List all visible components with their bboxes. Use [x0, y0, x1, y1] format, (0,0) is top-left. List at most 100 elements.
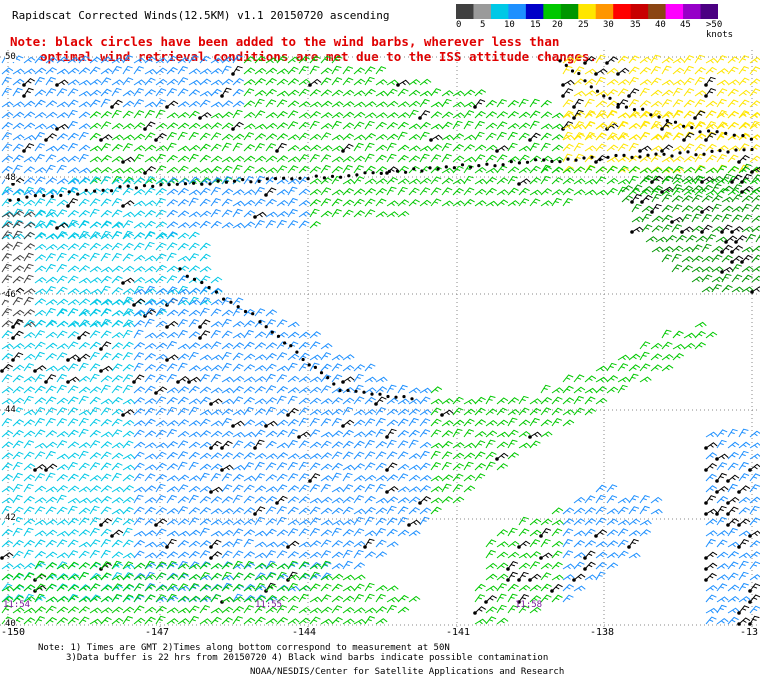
wind-barb: [177, 111, 190, 119]
wind-barb: [265, 198, 277, 207]
wind-barb: [89, 277, 102, 284]
wind-barb: [441, 461, 452, 471]
wind-barb: [375, 198, 387, 207]
wind-barb: [727, 595, 740, 603]
wind-barb: [144, 485, 157, 493]
wind-barb: [254, 198, 266, 207]
wind-barb: [12, 233, 25, 240]
wind-barb: [705, 518, 718, 526]
wind-barb: [67, 429, 79, 438]
wind-barb: [628, 76, 639, 86]
wind-barb: [441, 111, 454, 119]
wind-barb: [199, 143, 211, 152]
wind-barb: [78, 473, 90, 482]
wind-barb: [23, 607, 36, 614]
wind-barb: [727, 607, 740, 614]
wind-barb: [177, 474, 190, 482]
wind-barb: [232, 133, 245, 141]
wind-barb: [100, 431, 113, 438]
wind-barb: [133, 110, 145, 119]
wind-barb: [430, 187, 442, 196]
wind-barb: [144, 342, 157, 350]
wind-barb: [485, 187, 497, 196]
wind-barb: [1, 243, 14, 251]
wind-barb: [111, 320, 124, 328]
wind-barb: [1, 67, 14, 75]
contamination-dot: [11, 358, 15, 362]
wind-barb: [628, 142, 639, 152]
contamination-dot: [638, 155, 642, 159]
wind-barb: [265, 99, 277, 108]
wind-barb: [408, 429, 420, 438]
wind-barb: [298, 341, 310, 350]
wind-barb: [133, 562, 146, 570]
wind-barb: [210, 562, 223, 570]
wind-barb: [705, 132, 717, 141]
wind-barb: [122, 464, 135, 471]
legend-color-bar: [456, 4, 719, 19]
wind-barb: [56, 473, 68, 482]
wind-barb: [287, 387, 300, 394]
wind-barb: [430, 486, 443, 493]
wind-barb: [122, 90, 135, 97]
wind-barb: [331, 374, 343, 383]
wind-barb: [56, 68, 69, 75]
wind-barb: [188, 540, 201, 548]
lon-label-138: -138: [590, 627, 615, 638]
wind-barb: [738, 473, 750, 482]
wind-barb: [166, 242, 178, 251]
wind-barb: [540, 518, 553, 526]
wind-barb: [144, 497, 157, 504]
wind-barb: [210, 594, 222, 603]
wind-barb: [23, 321, 36, 328]
legend-tick-label: 10: [504, 20, 515, 30]
wind-barb: [309, 133, 322, 141]
wind-barb: [155, 57, 168, 64]
legend-swatch: [490, 4, 509, 19]
wind-barb: [485, 176, 497, 185]
wind-barb: [551, 123, 564, 130]
wind-barb: [67, 385, 79, 394]
wind-barb: [651, 193, 662, 203]
wind-barb: [485, 99, 497, 108]
wind-barb: [122, 110, 134, 119]
wind-barb: [78, 153, 89, 163]
wind-barb: [353, 463, 365, 471]
wind-barb: [232, 563, 245, 570]
wind-barb: [144, 518, 156, 526]
wind-barb: [34, 573, 47, 581]
wind-barb: [672, 177, 685, 185]
wind-barb: [78, 517, 90, 526]
contamination-dot: [726, 150, 730, 154]
wind-barb: [661, 98, 673, 108]
wind-barb: [188, 153, 199, 163]
wind-barb: [23, 549, 34, 559]
wind-barb: [1, 131, 13, 141]
wind-barb: [89, 618, 102, 625]
wind-barb: [573, 407, 585, 416]
wind-barb: [34, 615, 45, 625]
wind-barb: [375, 178, 388, 185]
wind-barb: [430, 144, 443, 152]
wind-barb: [166, 142, 177, 152]
wind-barb: [375, 584, 388, 592]
contamination-dot: [614, 153, 618, 158]
wind-barb: [133, 133, 146, 141]
wind-barb: [111, 122, 124, 130]
wind-barb: [309, 563, 322, 570]
wind-barb: [751, 286, 760, 293]
contamination-dot: [749, 137, 754, 141]
wind-barb: [529, 417, 540, 427]
wind-barb: [727, 561, 739, 570]
contamination-dot: [577, 71, 581, 76]
wind-barb: [34, 539, 46, 548]
wind-barb: [254, 155, 267, 163]
wind-barb: [342, 178, 355, 185]
wind-barb: [749, 561, 760, 570]
wind-barb: [144, 277, 157, 284]
wind-barb: [287, 208, 298, 218]
contamination-dot: [55, 127, 59, 131]
wind-barb: [529, 120, 540, 130]
wind-barb: [254, 616, 266, 625]
contamination-dot: [50, 194, 54, 199]
